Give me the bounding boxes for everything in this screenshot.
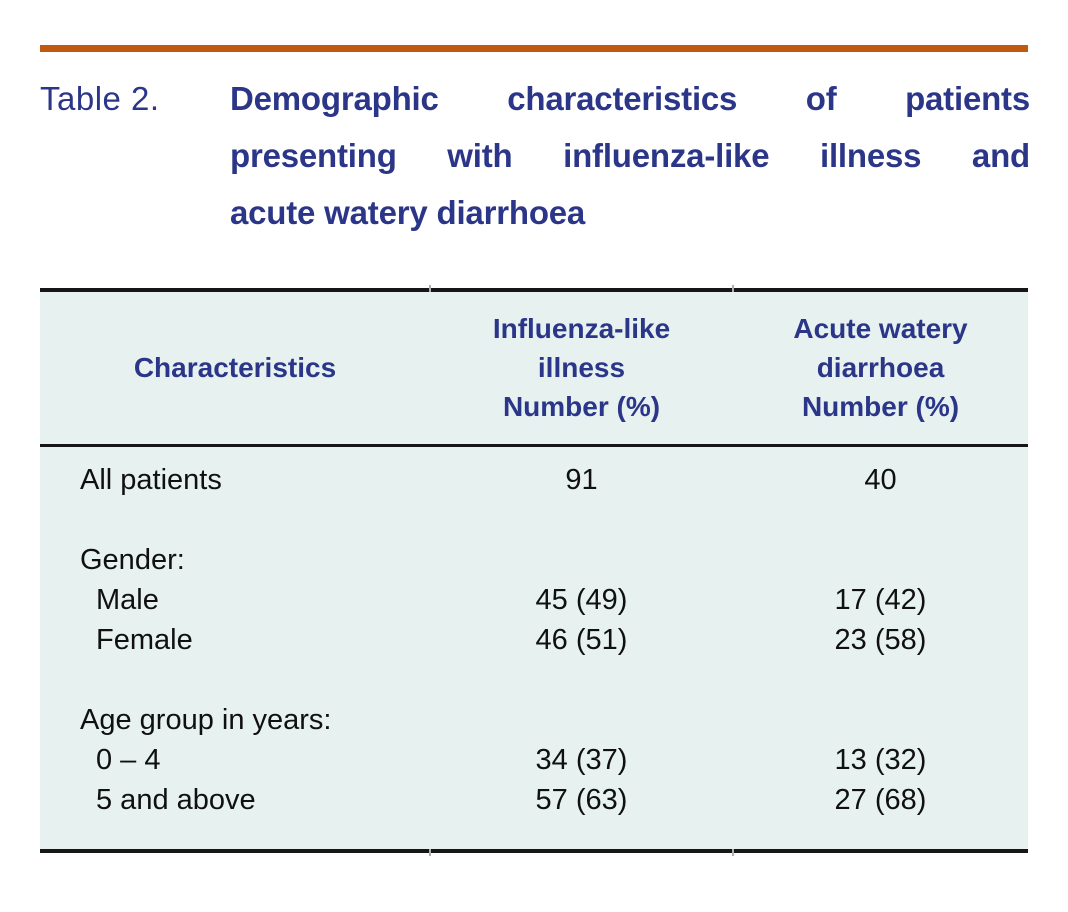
header-influenza-like-illness: Influenza-like illness Number (%) xyxy=(492,313,671,422)
table-row-0-4: 0 – 4 34 (37) 13 (32) xyxy=(40,740,1028,780)
row-value-ili: 45 (49) xyxy=(535,583,628,616)
table-header-row: Characteristics Influenza-like illness N… xyxy=(40,292,1028,447)
row-value-awd: 27 (68) xyxy=(834,783,927,816)
column-tick xyxy=(429,849,431,856)
caption-line-3: acute watery diarrhoea xyxy=(230,194,586,231)
row-spacer xyxy=(40,660,1028,700)
table-body: All patients 91 40 Gender: Male 45 (49) … xyxy=(40,447,1028,849)
column-tick xyxy=(429,285,431,292)
row-label: 5 and above xyxy=(96,783,256,816)
row-label: All patients xyxy=(80,463,222,496)
row-value-ili: 91 xyxy=(565,463,598,496)
table-row-gender: Gender: xyxy=(40,540,1028,580)
row-label: 0 – 4 xyxy=(96,743,161,776)
row-value-awd: 17 (42) xyxy=(834,583,927,616)
caption-line-2: presenting with influenza-like illness a… xyxy=(230,137,1030,174)
column-tick xyxy=(732,285,734,292)
header-acute-watery-diarrhoea: Acute watery diarrhoea Number (%) xyxy=(793,313,968,422)
table-caption-title: Demographic characteristics of patients … xyxy=(230,70,1030,241)
row-label: Female xyxy=(96,623,193,656)
row-value-awd: 23 (58) xyxy=(834,623,927,656)
table-row-male: Male 45 (49) 17 (42) xyxy=(40,580,1028,620)
table-row-5-and-above: 5 and above 57 (63) 27 (68) xyxy=(40,780,1028,820)
table-caption-label: Table 2. xyxy=(40,80,160,117)
row-label: Male xyxy=(96,583,159,616)
row-spacer xyxy=(40,500,1028,540)
table-row-female: Female 46 (51) 23 (58) xyxy=(40,620,1028,660)
table-row-all-patients: All patients 91 40 xyxy=(40,460,1028,500)
table-row-age-group: Age group in years: xyxy=(40,700,1028,740)
row-value-awd: 13 (32) xyxy=(834,743,927,776)
row-label: Gender: xyxy=(80,543,185,576)
row-value-awd: 40 xyxy=(864,463,897,496)
row-label: Age group in years: xyxy=(80,703,332,736)
row-value-ili: 34 (37) xyxy=(535,743,628,776)
caption-line-1: Demographic characteristics of patients xyxy=(230,80,1030,117)
row-value-ili: 46 (51) xyxy=(535,623,628,656)
accent-rule xyxy=(40,45,1028,52)
header-characteristics: Characteristics xyxy=(133,352,337,383)
demographics-table: Characteristics Influenza-like illness N… xyxy=(40,285,1028,856)
column-tick xyxy=(732,849,734,856)
table-caption: Table 2. Demographic characteristics of … xyxy=(40,70,1030,241)
row-value-ili: 57 (63) xyxy=(535,783,628,816)
